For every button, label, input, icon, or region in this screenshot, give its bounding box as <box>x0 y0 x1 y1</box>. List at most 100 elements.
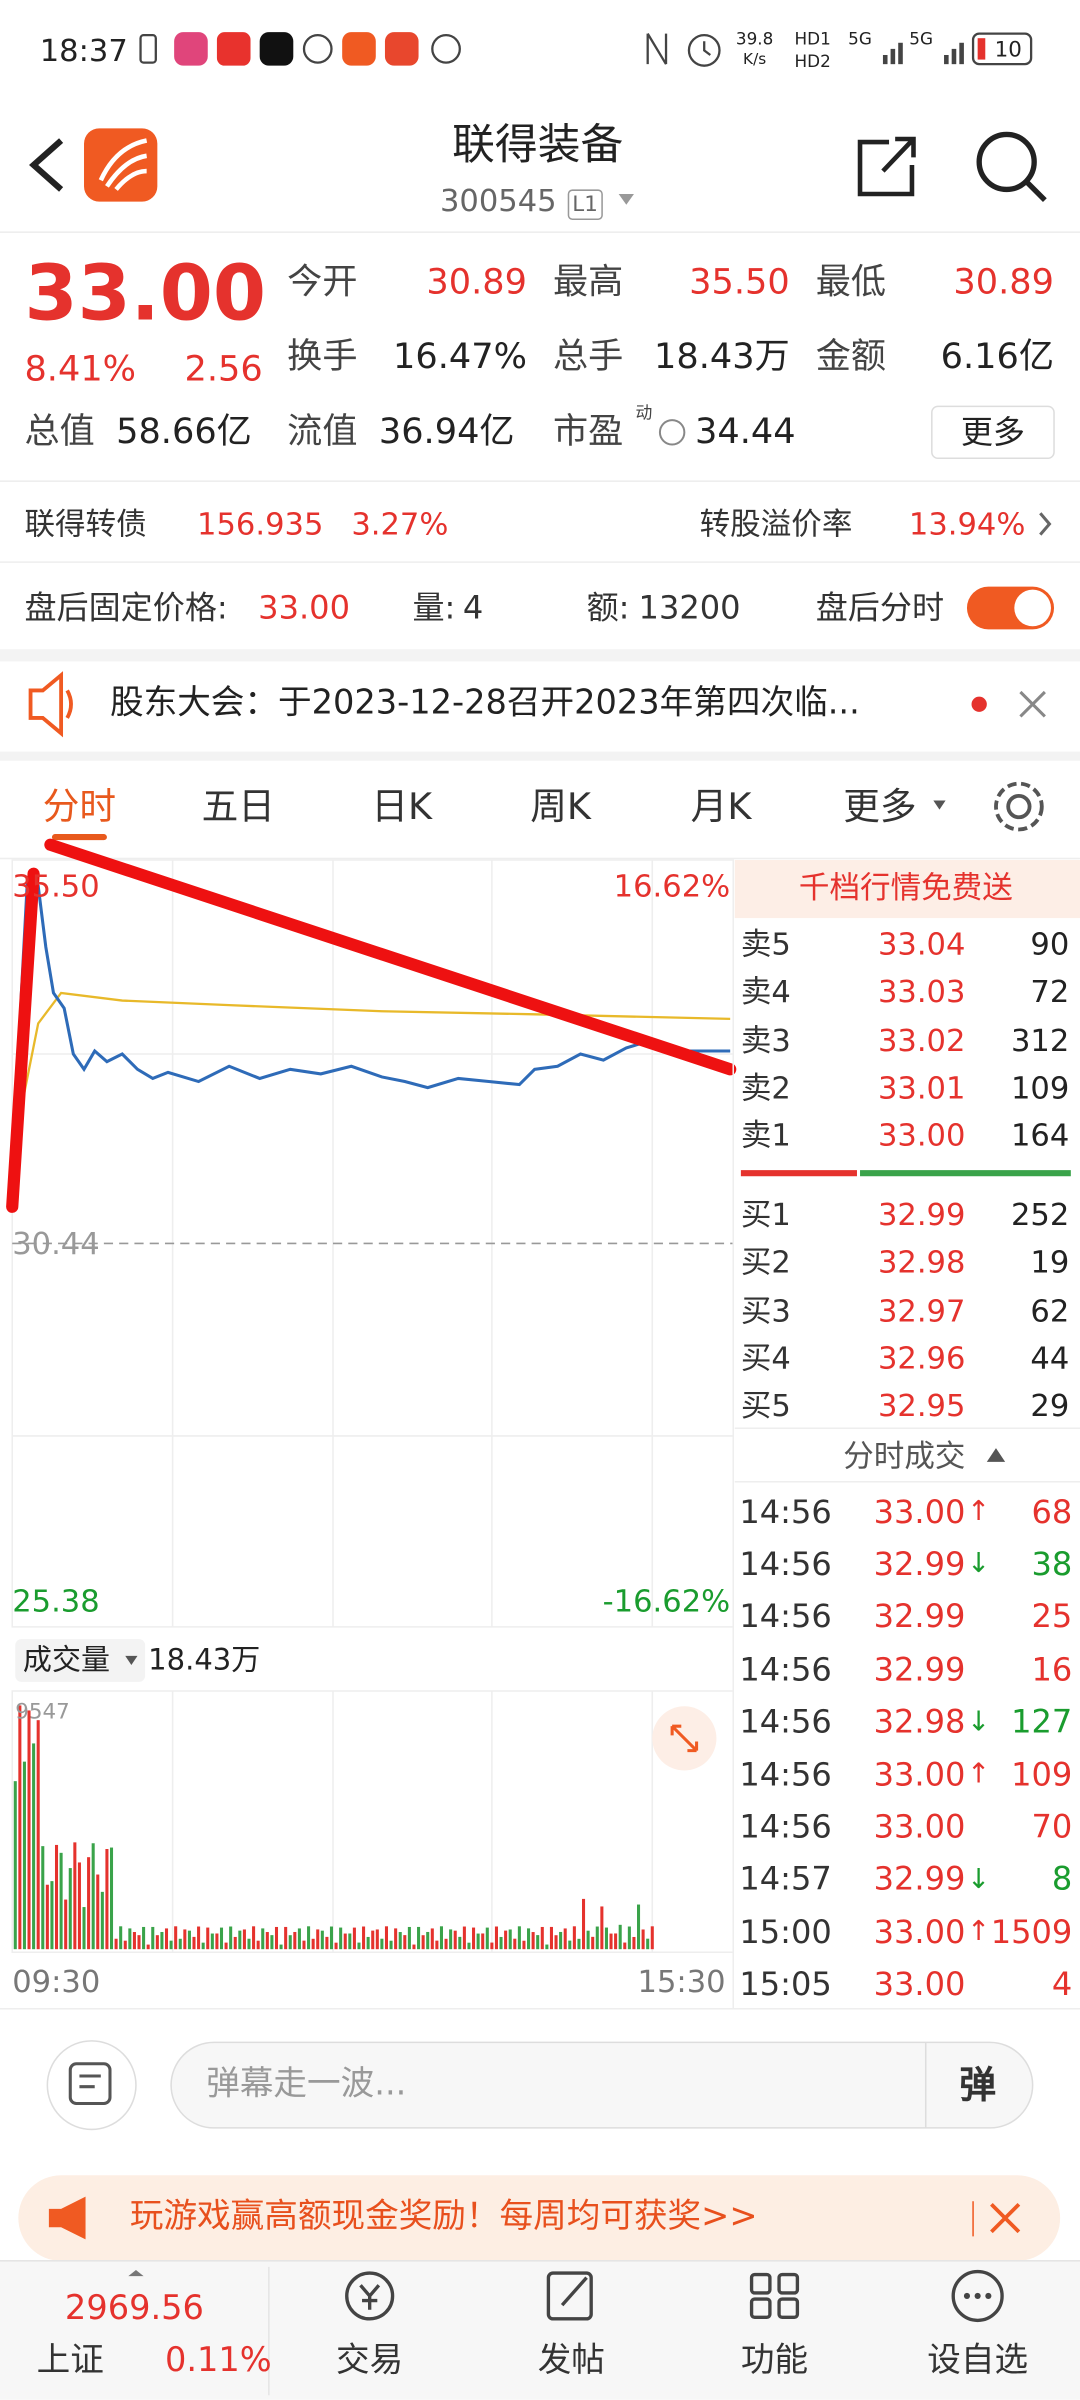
level-label: 卖1 <box>740 1116 791 1154</box>
volume-bar <box>91 1843 95 1950</box>
status-speed: 39.8 <box>735 28 774 49</box>
volume-bar <box>100 1891 104 1950</box>
stat-value: 58.66亿 <box>116 411 252 452</box>
volume-bar <box>316 1929 320 1950</box>
tab[interactable]: 分时 <box>42 785 117 828</box>
change-percent: 8.41% <box>24 349 137 389</box>
volume-bar <box>50 1881 54 1950</box>
volume-bar <box>508 1929 512 1950</box>
volume-bar <box>265 1932 269 1950</box>
volume-bar <box>375 1929 379 1950</box>
change-amount: 2.56 <box>184 349 263 389</box>
volume-bar <box>394 1928 398 1950</box>
order-book-promo[interactable]: 千档行情免费送 <box>798 869 1013 906</box>
stat-value: 35.50 <box>689 261 790 302</box>
nav-item[interactable]: 设自选 <box>927 2341 1029 2380</box>
volume-bar <box>522 1940 526 1950</box>
volume-bar <box>339 1927 343 1950</box>
trade-time: 15:00 <box>739 1913 832 1951</box>
more-button-label[interactable]: 更多 <box>960 413 1026 450</box>
stat-value: 6.16亿 <box>940 336 1055 377</box>
level-volume: 109 <box>1010 1069 1070 1106</box>
trade-time: 14:57 <box>739 1861 832 1898</box>
notice-text[interactable]: 股东大会：于2023-12-28召开2023年第四次临... <box>109 684 860 723</box>
tab[interactable]: 更多 <box>843 785 917 828</box>
settings-icon[interactable] <box>994 781 1044 832</box>
volume-bar <box>499 1936 503 1950</box>
level-volume: 312 <box>1010 1021 1070 1058</box>
volume-bar <box>320 1930 324 1950</box>
stat-label: 最高 <box>552 261 624 302</box>
more-button[interactable] <box>931 405 1055 460</box>
volume-bar <box>233 1936 237 1950</box>
volume-bar <box>132 1932 136 1950</box>
volume-bar <box>595 1926 599 1950</box>
volume-bar <box>398 1932 402 1950</box>
volume-bar <box>238 1930 242 1950</box>
volume-bar <box>36 1720 40 1950</box>
trade-volume: 38 <box>1031 1545 1073 1583</box>
volume-bar <box>430 1928 434 1950</box>
level-label: 买2 <box>740 1243 791 1281</box>
tab[interactable]: 月K <box>690 785 752 828</box>
tab[interactable]: 日K <box>371 785 433 828</box>
level-volume: 90 <box>1030 925 1070 963</box>
comment-placeholder[interactable]: 弹幕走一波... <box>206 2065 407 2104</box>
trade-direction: ↑ <box>966 1758 991 1791</box>
search-icon[interactable] <box>976 131 1047 203</box>
annotation-stroke <box>6 838 737 1213</box>
level-price: 33.03 <box>877 973 966 1011</box>
trade-direction: ↓ <box>966 1548 991 1581</box>
nav-item[interactable]: 交易 <box>336 2341 404 2380</box>
percent-axis-label: 16.62% <box>613 867 731 905</box>
trade-price: 32.99 <box>873 1598 966 1635</box>
volume-bar <box>568 1940 572 1950</box>
back-icon[interactable] <box>29 138 64 192</box>
compose-icon[interactable] <box>46 2040 137 2131</box>
trade-price: 33.00 <box>873 1913 966 1951</box>
ad-close[interactable] <box>990 2202 1021 2234</box>
level-volume: 44 <box>1030 1339 1070 1377</box>
percent-axis-label: -16.62% <box>602 1582 731 1620</box>
volume-bar <box>114 1938 118 1950</box>
share-icon[interactable] <box>857 136 916 197</box>
volume-bar <box>426 1931 430 1950</box>
trade-price: 33.00 <box>873 1966 966 2003</box>
volume-selector[interactable]: 成交量 <box>22 1642 111 1677</box>
stat-label: 最低 <box>815 261 886 302</box>
stat-value: 30.89 <box>953 261 1055 302</box>
volume-bar <box>274 1926 279 1950</box>
ad-banner-text[interactable]: 玩游戏赢高额现金奖励！每周均可获奖>> <box>129 2198 758 2237</box>
stock-code: 300545 <box>439 181 557 219</box>
volume-bar <box>64 1899 68 1950</box>
nav-item[interactable]: 功能 <box>740 2341 809 2380</box>
after-hours-amount: 13200 <box>638 588 741 626</box>
trade-price: 33.00 <box>873 1755 966 1793</box>
close-icon[interactable] <box>1019 690 1046 718</box>
stat-label: 总手 <box>552 336 624 377</box>
trade-time: 14:56 <box>739 1755 832 1793</box>
volume-bar <box>449 1929 453 1950</box>
volume-axis-label: 9547 <box>15 1700 70 1725</box>
danmaku-button[interactable]: 弹 <box>959 2063 996 2107</box>
level-label: 卖4 <box>740 973 791 1011</box>
trade-direction: ↓ <box>966 1705 991 1738</box>
comment-input[interactable] <box>170 2041 1034 2129</box>
volume-bar <box>412 1944 416 1950</box>
stat-label: 今开 <box>287 261 358 302</box>
tab[interactable]: 五日 <box>201 785 275 828</box>
trade-volume: 127 <box>1011 1703 1073 1741</box>
volume-bar <box>252 1926 256 1950</box>
volume-bar <box>123 1940 127 1950</box>
volume-bar <box>472 1927 476 1950</box>
after-hours-toggle-label: 盘后分时 <box>815 588 945 626</box>
volume-bar <box>183 1929 187 1950</box>
status-signal: 5G <box>909 28 933 49</box>
level-label: 买5 <box>740 1387 791 1424</box>
trade-volume: 4 <box>1051 1966 1073 2003</box>
tab[interactable]: 周K <box>530 785 591 828</box>
volume-bar <box>307 1926 311 1950</box>
nav-item[interactable]: 发帖 <box>537 2341 605 2380</box>
trade-volume: 25 <box>1031 1598 1073 1635</box>
volume-bar <box>458 1936 462 1950</box>
